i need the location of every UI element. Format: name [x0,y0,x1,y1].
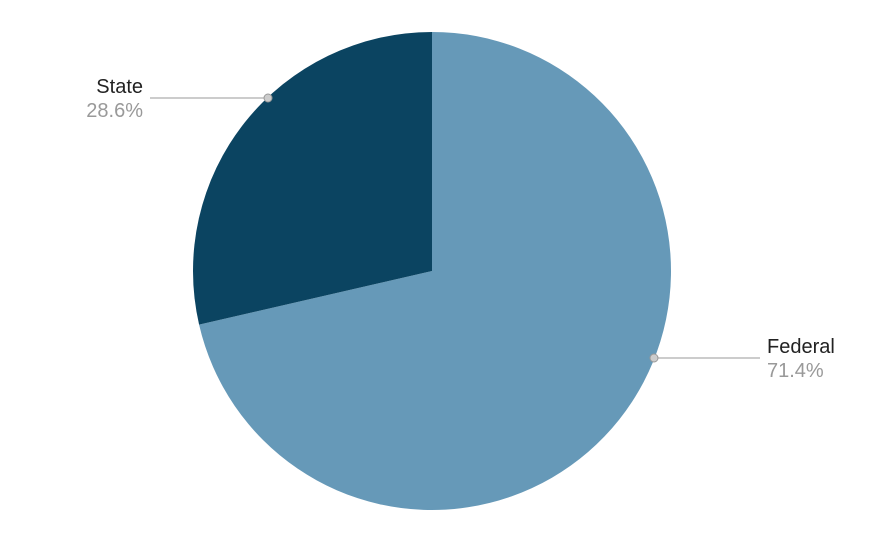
leader-dot [264,94,272,102]
slice-label-name: State [96,76,143,98]
slice-label-pct: 71.4% [767,360,824,382]
pie-chart: Federal71.4% State28.6% [0,0,878,542]
slice-label-pct: 28.6% [86,100,143,122]
leader-dot [650,354,658,362]
slice-label-name: Federal [767,336,835,358]
